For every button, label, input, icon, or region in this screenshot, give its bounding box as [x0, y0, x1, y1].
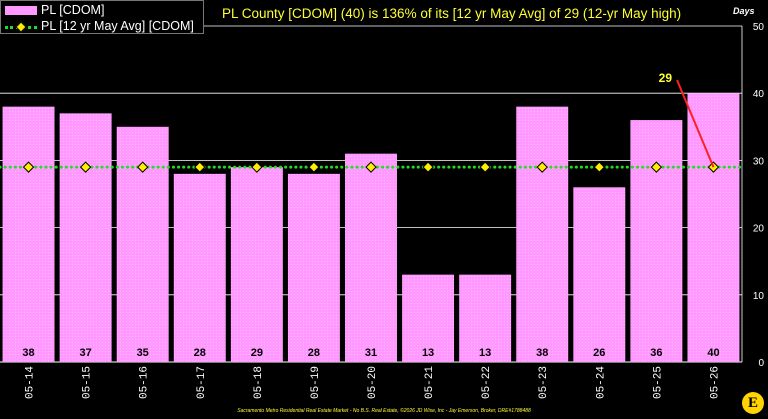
average-marker-05-26	[707, 161, 720, 173]
footer-credit: Sacramento Metro Residential Real Estate…	[237, 408, 531, 414]
x-tick-label-05-14: 05-14	[25, 366, 37, 399]
average-marker-05-20	[365, 161, 377, 173]
bar-05-15	[59, 113, 112, 362]
bar-05-25	[630, 120, 683, 362]
x-tick-label-05-20: 05-20	[367, 366, 379, 399]
average-marker-05-14	[22, 161, 35, 173]
legend: PL [CDOM] PL [12 yr May Avg] [CDOM]	[0, 0, 204, 34]
bar-value-label-05-26: 40	[707, 347, 719, 359]
bar-05-14	[2, 106, 55, 362]
bar-05-17	[173, 173, 226, 362]
x-tick-label-05-26: 05-26	[709, 366, 721, 399]
bar-value-label-05-17: 28	[194, 347, 206, 359]
bar-value-label-05-15: 37	[79, 347, 91, 359]
x-tick-label-05-16: 05-16	[139, 366, 151, 399]
legend-label-bars: PL [CDOM]	[41, 3, 105, 17]
y-tick-label-0: 0	[758, 358, 764, 369]
average-marker-05-25	[650, 161, 663, 173]
average-marker-05-23	[536, 161, 548, 173]
x-tick-label-05-21: 05-21	[424, 366, 436, 399]
x-tick-label-05-18: 05-18	[253, 366, 265, 399]
average-marker-05-22	[479, 161, 491, 173]
bar-05-24	[573, 187, 626, 362]
x-tick-label-05-22: 05-22	[481, 366, 493, 399]
y-tick-label-10: 10	[753, 291, 765, 302]
legend-item-bars: PL [CDOM]	[5, 2, 104, 18]
legend-swatch-line	[5, 20, 37, 33]
bar-05-18	[230, 167, 283, 362]
average-marker-05-17	[194, 161, 206, 173]
bar-value-label-05-14: 38	[22, 347, 34, 359]
legend-label-line: PL [12 yr May Avg] [CDOM]	[41, 19, 194, 33]
average-marker-05-15	[79, 161, 92, 173]
bar-05-20	[345, 153, 397, 362]
legend-item-line: PL [12 yr May Avg] [CDOM]	[5, 18, 194, 34]
bar-05-22	[459, 274, 512, 362]
y-tick-label-40: 40	[753, 89, 765, 100]
bar-value-label-05-16: 35	[137, 347, 149, 359]
brand-logo-icon: E	[742, 392, 764, 414]
bar-05-23	[516, 106, 569, 362]
legend-swatch-bars	[5, 5, 37, 15]
average-marker-05-21	[422, 161, 434, 173]
x-tick-label-05-17: 05-17	[196, 366, 208, 399]
bar-05-21	[402, 274, 455, 362]
x-tick-label-05-23: 05-23	[538, 366, 550, 399]
x-tick-label-05-19: 05-19	[310, 366, 322, 399]
bar-value-label-05-24: 26	[593, 347, 605, 359]
bar-value-label-05-19: 28	[308, 347, 320, 359]
bar-05-19	[287, 173, 340, 362]
y-tick-label-20: 20	[753, 224, 765, 235]
bar-05-26	[687, 93, 740, 362]
average-marker-05-18	[251, 161, 263, 173]
y-tick-label-50: 50	[753, 22, 765, 33]
y-tick-label-30: 30	[753, 156, 765, 167]
annotation-label: 29	[659, 71, 673, 85]
average-marker-05-16	[136, 161, 149, 173]
x-tick-label-05-15: 05-15	[82, 366, 94, 399]
x-tick-label-05-24: 05-24	[595, 366, 607, 399]
average-marker-05-24	[593, 161, 606, 173]
bar-value-label-05-25: 36	[650, 347, 662, 359]
bar-value-label-05-22: 13	[479, 347, 491, 359]
y-axis-units: Days	[733, 6, 755, 16]
bar-value-label-05-23: 38	[536, 347, 548, 359]
annotation-leader-line	[676, 79, 715, 168]
bar-value-label-05-18: 29	[251, 347, 263, 359]
x-tick-label-05-25: 05-25	[652, 366, 664, 399]
average-marker-05-19	[308, 161, 320, 173]
bar-value-label-05-20: 31	[365, 347, 377, 359]
chart-title: PL County [CDOM] (40) is 136% of its [12…	[222, 6, 682, 21]
bar-value-label-05-21: 13	[422, 347, 434, 359]
